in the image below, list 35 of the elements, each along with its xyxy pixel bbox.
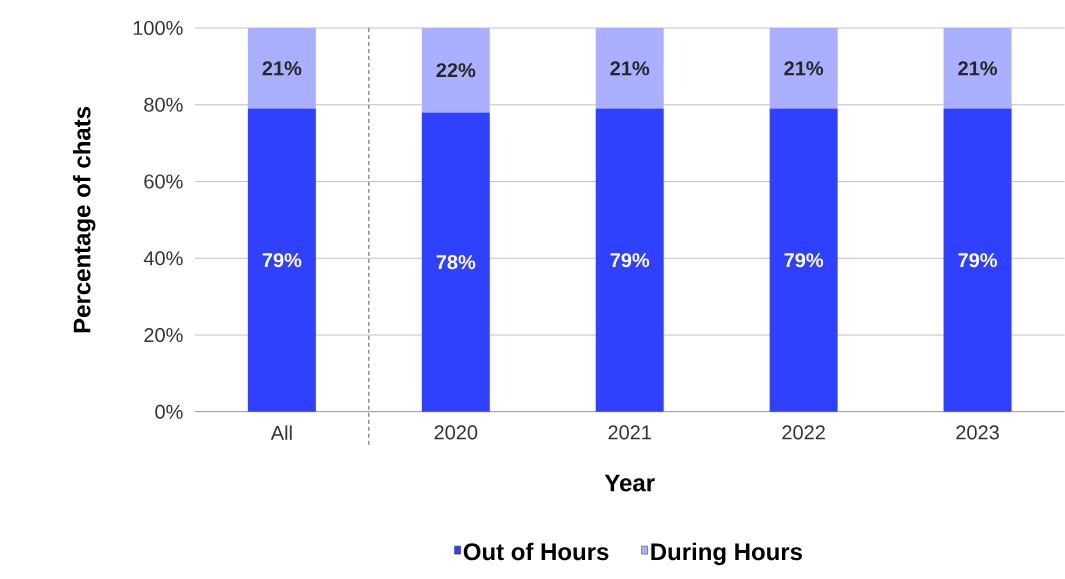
y-tick-label: 20% bbox=[144, 328, 183, 343]
bar bbox=[421, 112, 490, 412]
data-label: 79% bbox=[610, 253, 650, 268]
bar bbox=[595, 28, 664, 109]
data-label: 21% bbox=[784, 61, 824, 76]
data-label: 79% bbox=[262, 253, 302, 268]
x-tick-label: 2022 bbox=[782, 425, 825, 440]
data-label: 78% bbox=[436, 255, 476, 270]
y-tick-label: 60% bbox=[144, 174, 183, 189]
bar bbox=[769, 108, 838, 412]
legend-label: During Hours bbox=[651, 542, 803, 566]
y-tick-label: 100% bbox=[133, 21, 183, 36]
y-tick-label: 0% bbox=[155, 404, 183, 420]
y-axis-title: Percentage of chats bbox=[72, 107, 96, 333]
bar bbox=[421, 28, 490, 113]
bar bbox=[943, 108, 1012, 412]
y-tick-label: 40% bbox=[143, 251, 183, 266]
x-tick-label: 2021 bbox=[608, 425, 651, 440]
x-tick-label: All bbox=[270, 425, 292, 440]
bar bbox=[769, 28, 838, 109]
data-label: 22% bbox=[436, 63, 476, 78]
x-axis-title: Year bbox=[604, 474, 655, 492]
data-label: 21% bbox=[958, 61, 998, 76]
legend-label: Out of Hours bbox=[463, 542, 609, 561]
bar bbox=[247, 108, 316, 412]
data-label: 79% bbox=[958, 253, 998, 268]
data-label: 21% bbox=[610, 61, 650, 76]
bar bbox=[595, 108, 664, 412]
data-label: 79% bbox=[784, 253, 824, 268]
data-label: 21% bbox=[262, 61, 302, 76]
x-tick-label: 2020 bbox=[434, 425, 478, 440]
y-tick-label: 80% bbox=[144, 97, 183, 112]
x-tick-label: 2023 bbox=[956, 425, 999, 440]
bar bbox=[943, 28, 1012, 109]
bar bbox=[247, 28, 316, 109]
